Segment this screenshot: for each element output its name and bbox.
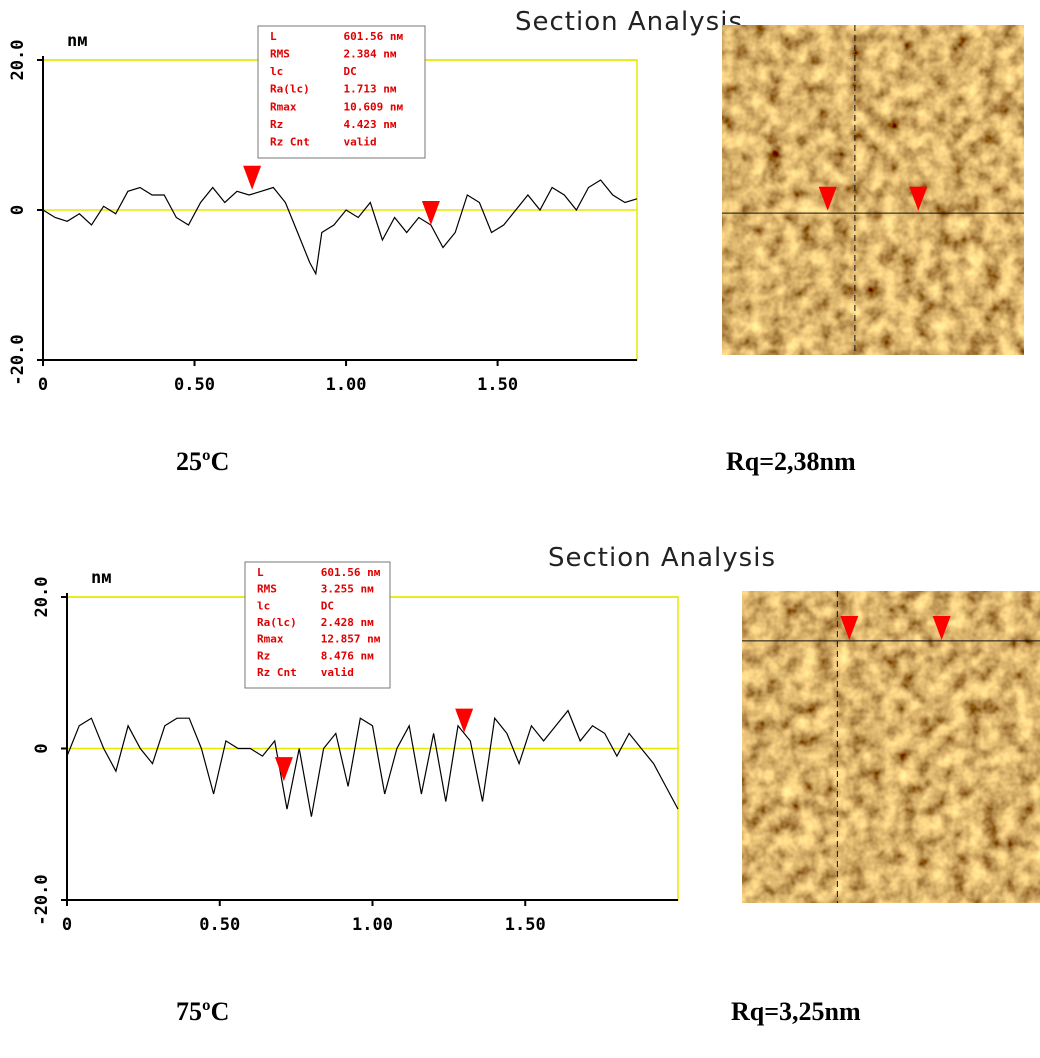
stat-value: 12.857 nм: [321, 633, 381, 646]
x-tick-label: 1.00: [326, 375, 367, 395]
caption: Rq=2,38nm: [726, 447, 856, 476]
y-tick-label: -20.0: [32, 874, 52, 925]
y-tick-label: 0: [8, 205, 28, 215]
stat-value: 2.384 nм: [343, 48, 396, 61]
stat-label: L: [270, 30, 277, 43]
afm-image: [742, 591, 1040, 903]
stat-label: RMS: [270, 48, 290, 61]
stat-label: Rz: [270, 118, 283, 131]
stat-label: L: [257, 566, 264, 579]
stats-box: [257, 25, 426, 159]
stat-value: 2.428 nм: [321, 616, 374, 629]
stat-label: Ra(lc): [257, 616, 297, 629]
cursor-marker: [243, 165, 262, 190]
stat-label: Rz Cnt: [257, 666, 297, 679]
x-tick-label: 0: [62, 915, 72, 935]
section-title: Section Analysis: [548, 543, 776, 573]
y-tick-label: 20.0: [32, 577, 52, 618]
cursor-marker: [274, 757, 293, 782]
stat-value: 601.56 nм: [343, 30, 403, 43]
stat-label: Ra(lc): [270, 83, 310, 96]
stat-value: DC: [343, 65, 356, 78]
stat-value: 3.255 nм: [321, 583, 374, 596]
cursor-marker: [455, 708, 474, 733]
stat-value: 8.476 nм: [321, 649, 374, 662]
stat-label: RMS: [257, 583, 277, 596]
x-tick-label: 0.50: [199, 915, 240, 935]
stat-value: 10.609 nм: [343, 100, 403, 113]
stat-value: valid: [343, 135, 376, 148]
y-tick-label: 0: [32, 743, 52, 753]
profile-line: [66, 709, 679, 817]
stat-value: DC: [321, 599, 334, 612]
caption: 25ºC: [176, 447, 229, 476]
x-tick-label: 1.50: [477, 375, 518, 395]
stat-value: 601.56 nм: [321, 566, 381, 579]
afm-marker: [840, 615, 859, 640]
y-unit: nм: [91, 568, 111, 588]
x-tick-label: 0.50: [174, 375, 215, 395]
stat-label: Rz: [257, 649, 270, 662]
stat-label: lc: [270, 65, 283, 78]
section-title: Section Analysis: [515, 7, 743, 37]
stat-label: lc: [257, 599, 270, 612]
stat-value: 4.423 nм: [343, 118, 396, 131]
x-tick-label: 1.00: [352, 915, 393, 935]
caption: Rq=3,25nm: [731, 997, 861, 1026]
stats-box: [244, 561, 391, 689]
profile-line: [42, 179, 638, 276]
cursor-marker: [421, 201, 440, 225]
stat-label: Rmax: [257, 633, 284, 646]
x-tick-label: 0: [38, 375, 48, 395]
y-tick-label: -20.0: [8, 334, 28, 385]
afm-marker: [932, 615, 951, 640]
stat-value: 1.713 nм: [343, 83, 396, 96]
stat-label: Rmax: [270, 100, 297, 113]
caption: 75ºC: [176, 997, 229, 1026]
x-tick-label: 1.50: [505, 915, 546, 935]
y-unit: nм: [67, 31, 87, 51]
stat-label: Rz Cnt: [270, 135, 310, 148]
afm-marker: [909, 186, 928, 211]
afm-marker: [818, 186, 837, 211]
afm-image: [722, 25, 1024, 355]
stat-value: valid: [321, 666, 354, 679]
y-tick-label: 20.0: [8, 40, 28, 81]
